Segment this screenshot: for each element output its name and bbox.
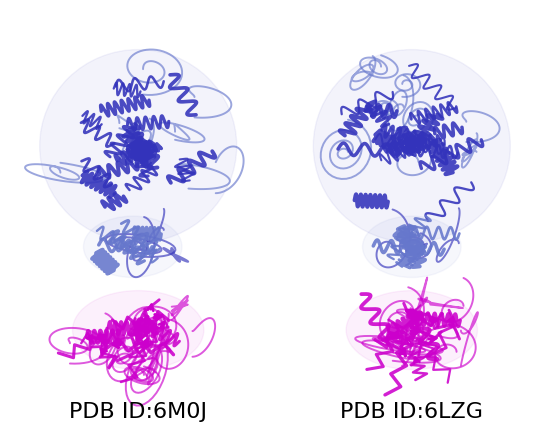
Text: PDB ID:6M0J: PDB ID:6M0J bbox=[69, 402, 207, 422]
Ellipse shape bbox=[73, 291, 204, 370]
Ellipse shape bbox=[84, 216, 182, 277]
Ellipse shape bbox=[362, 216, 461, 277]
Text: PDB ID:6LZG: PDB ID:6LZG bbox=[340, 402, 483, 422]
Ellipse shape bbox=[346, 291, 477, 370]
Ellipse shape bbox=[40, 49, 236, 243]
Ellipse shape bbox=[314, 49, 510, 243]
